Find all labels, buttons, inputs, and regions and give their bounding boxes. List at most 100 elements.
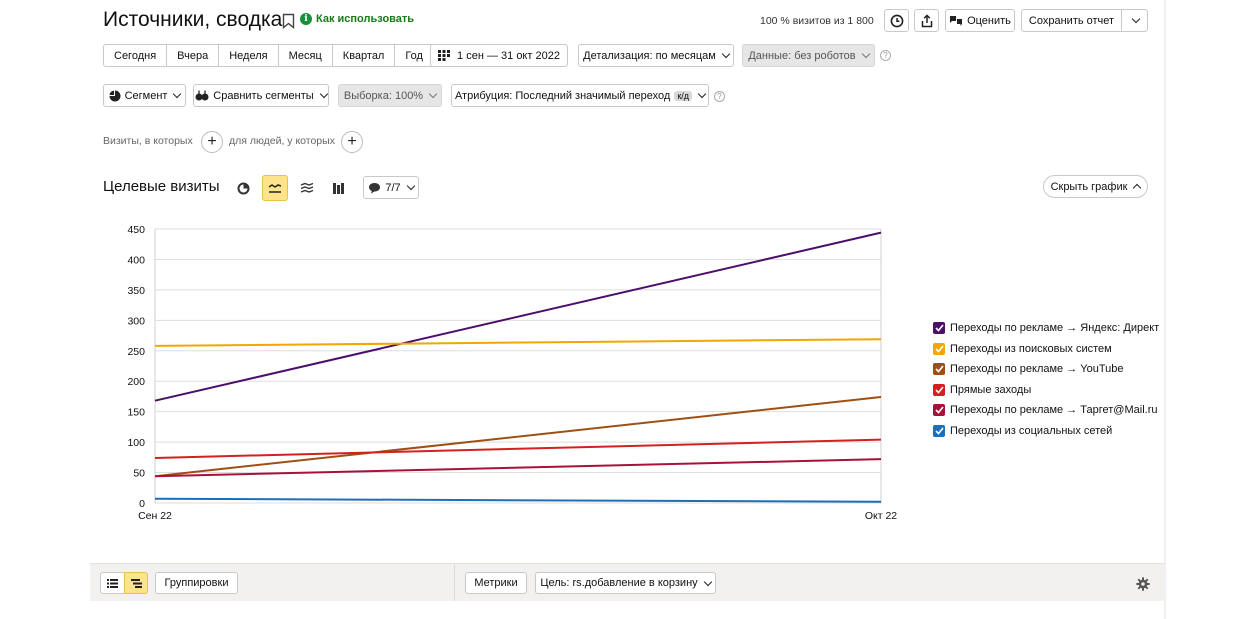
legend-checkbox[interactable]: [933, 322, 945, 335]
toolbar-divider: [454, 565, 455, 601]
data-mode-dropdown[interactable]: Данные: без роботов: [742, 44, 875, 67]
period-year[interactable]: Год: [405, 49, 423, 62]
view-tree-button[interactable]: [124, 572, 148, 594]
segment-dropdown[interactable]: Сегмент: [103, 84, 186, 107]
legend-checkbox[interactable]: [933, 363, 945, 376]
period-today[interactable]: Сегодня: [104, 45, 168, 66]
legend-item[interactable]: Переходы из поисковых систем: [933, 339, 1159, 360]
period-yesterday[interactable]: Вчера: [167, 45, 220, 66]
groupings-label: Группировки: [164, 577, 229, 589]
legend-item[interactable]: Переходы по рекламе → YouTube: [933, 359, 1159, 380]
legend-item[interactable]: Переходы по рекламе → Яндекс: Директ: [933, 318, 1159, 339]
export-button[interactable]: [914, 9, 939, 32]
help-icon[interactable]: ?: [880, 50, 891, 61]
series-line: [154, 497, 882, 503]
period-week[interactable]: Неделя: [219, 45, 279, 66]
settings-gear-icon[interactable]: [1136, 577, 1150, 591]
chevron-down-icon: [703, 577, 712, 586]
series-line: [154, 458, 882, 478]
y-tick-label: 50: [133, 468, 145, 480]
metrics-button[interactable]: Метрики: [465, 572, 527, 594]
rate-label: Оценить: [967, 14, 1011, 27]
chart-type-bar[interactable]: [325, 175, 351, 201]
how-to-use-link[interactable]: i Как использовать: [300, 13, 414, 25]
period-month[interactable]: Месяц: [279, 45, 333, 66]
bookmark-icon[interactable]: [282, 13, 295, 29]
legend-item[interactable]: Переходы из социальных сетей: [933, 421, 1159, 442]
period-quarter[interactable]: Квартал: [333, 45, 396, 66]
date-range-button[interactable]: 1 сен — 31 окт 2022: [430, 44, 568, 67]
chart-type-area[interactable]: [294, 175, 320, 201]
view-list-button[interactable]: [100, 572, 125, 594]
hide-chart-button[interactable]: Скрыть график: [1043, 175, 1148, 198]
y-tick-label: 400: [127, 254, 145, 266]
legend-label: Прямые заходы: [950, 383, 1032, 396]
pie-icon: [109, 90, 121, 101]
y-tick-label: 350: [127, 285, 145, 297]
detail-label: Детализация: по месяцам: [583, 49, 716, 62]
attribution-badge: к/д: [674, 90, 693, 101]
y-tick-label: 150: [127, 407, 145, 419]
add-people-condition-button[interactable]: +: [341, 131, 363, 153]
groupings-button[interactable]: Группировки: [155, 572, 238, 594]
bar-chart-icon: [332, 183, 344, 194]
clock-icon: [890, 14, 903, 27]
segment-label: Сегмент: [124, 89, 168, 102]
period-selector: Сегодня Вчера Неделя Месяц Квартал Год: [103, 44, 434, 67]
legend-label: Переходы по рекламе → Яндекс: Директ: [950, 322, 1160, 335]
page-title: Источники, сводка: [103, 8, 283, 31]
save-report-dropdown[interactable]: [1121, 9, 1148, 32]
legend-label: Переходы по рекламе → YouTube: [950, 363, 1124, 376]
legend-checkbox[interactable]: [933, 404, 945, 417]
y-tick-label: 100: [127, 437, 145, 449]
area-chart-icon: [300, 182, 314, 193]
hide-chart-label: Скрыть график: [1050, 180, 1128, 193]
compare-segments-label: Сравнить сегменты: [213, 89, 314, 102]
chart-type-pie[interactable]: [230, 175, 256, 201]
how-to-use-label: Как использовать: [316, 13, 415, 25]
y-tick-label: 0: [139, 498, 145, 510]
date-range-label: 1 сен — 31 окт 2022: [457, 49, 560, 62]
legend-item[interactable]: Переходы по рекламе → Таргет@Mail.ru: [933, 400, 1159, 421]
metrics-label: Метрики: [474, 577, 518, 589]
visits-condition-label: Визиты, в которых: [103, 135, 193, 147]
visits-sample-note: 100 % визитов из 1 800: [760, 15, 874, 27]
goal-dropdown[interactable]: Цель: rs.добавление в корзину: [535, 572, 716, 594]
data-mode-label: Данные: без роботов: [748, 49, 856, 62]
series-count-label: 7/7: [385, 181, 401, 194]
pie-chart-icon: [237, 182, 249, 194]
line-chart-icon: [268, 184, 282, 193]
attribution-label: Атрибуция: Последний значимый переход: [454, 89, 671, 102]
y-tick-label: 300: [127, 315, 145, 327]
save-report-button[interactable]: Сохранить отчет: [1021, 9, 1122, 32]
add-visits-condition-button[interactable]: +: [201, 131, 223, 153]
x-tick-label: Окт 22: [865, 510, 897, 522]
series-selector-dropdown[interactable]: 7/7: [363, 176, 419, 199]
y-tick-label: 450: [127, 224, 145, 236]
history-button[interactable]: [884, 9, 909, 32]
sample-label: Выборка: 100%: [343, 89, 424, 102]
chart-legend: Переходы по рекламе → Яндекс: Директ Пере…: [933, 318, 1159, 441]
legend-checkbox[interactable]: [933, 424, 945, 437]
help-icon[interactable]: ?: [714, 91, 725, 102]
compare-segments-dropdown[interactable]: Сравнить сегменты: [193, 84, 329, 107]
detail-dropdown[interactable]: Детализация: по месяцам: [578, 44, 734, 67]
legend-label: Переходы из социальных сетей: [950, 424, 1113, 437]
y-tick-label: 200: [127, 376, 145, 388]
chat-bubbles-icon: [950, 15, 963, 26]
comment-icon: [369, 182, 381, 193]
legend-label: Переходы из поисковых систем: [950, 342, 1112, 355]
sample-dropdown[interactable]: Выборка: 100%: [338, 84, 442, 107]
x-tick-label: Сен 22: [138, 510, 172, 522]
chart-section-title: Целевые визиты: [103, 178, 220, 195]
chart-type-line[interactable]: [262, 175, 288, 201]
legend-checkbox[interactable]: [933, 383, 945, 396]
rate-button[interactable]: Оценить: [945, 9, 1015, 32]
list-icon: [107, 578, 118, 588]
legend-label: Переходы по рекламе → Таргет@Mail.ru: [950, 404, 1158, 417]
legend-item[interactable]: Прямые заходы: [933, 380, 1159, 401]
share-icon: [921, 13, 932, 27]
legend-checkbox[interactable]: [933, 342, 945, 355]
attribution-dropdown[interactable]: Атрибуция: Последний значимый переход к/…: [451, 84, 709, 107]
